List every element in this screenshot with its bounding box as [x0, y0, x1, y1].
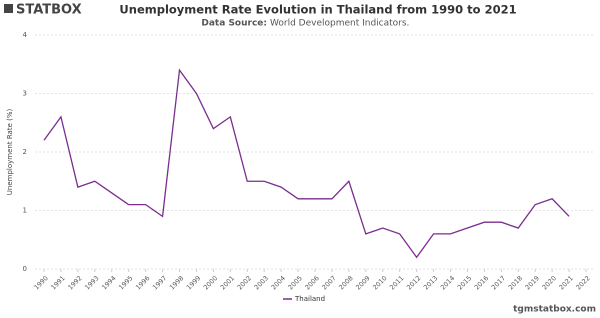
data-line: [43, 68, 570, 259]
x-tick-label: 2002: [236, 274, 253, 291]
x-tick-label: 2008: [337, 274, 354, 291]
y-axis-label: Unemployment Rate (%): [6, 109, 14, 196]
legend-label: Thailand: [294, 295, 325, 303]
logo-icon: [4, 4, 13, 13]
chart-title: Unemployment Rate Evolution in Thailand …: [119, 3, 516, 17]
x-tick-label: 2018: [507, 274, 524, 291]
x-tick-label: 1992: [66, 274, 83, 291]
x-tick-label: 2012: [405, 274, 422, 291]
subtitle: World Development Indicators.: [270, 19, 409, 29]
x-tick-label: 2015: [456, 274, 473, 291]
x-tick-label: 2005: [287, 274, 304, 291]
x-tick-label: 2020: [541, 274, 558, 291]
x-tick-label: 2001: [219, 274, 236, 291]
x-tick-label: 2022: [574, 274, 591, 291]
footer: tgmstatbox.com: [513, 305, 596, 315]
x-tick-label: 2017: [490, 274, 507, 291]
x-tick-label: 2010: [371, 274, 388, 291]
x-tick-label: 2009: [354, 274, 371, 291]
x-tick-label: 2003: [253, 274, 270, 291]
x-tick-label: 2016: [473, 274, 490, 291]
x-tick-label: 1995: [117, 274, 134, 291]
y-tick-label: 1: [23, 207, 27, 215]
x-tick-label: 1994: [100, 274, 117, 291]
x-tick-label: 1990: [32, 274, 49, 291]
subtitle-label: Data Source:: [201, 19, 267, 29]
x-tick-label: 1993: [83, 274, 100, 291]
x-tick-label: 2000: [202, 274, 219, 291]
x-tick-label: 2013: [422, 274, 439, 291]
x-tick-label: 2006: [303, 274, 320, 291]
x-tick-label: 2007: [320, 274, 337, 291]
x-tick-label: 1999: [185, 274, 202, 291]
x-tick-label: 1996: [134, 274, 151, 291]
x-tick-label: 2014: [439, 274, 456, 291]
x-tick-label: 1991: [49, 274, 66, 291]
x-tick-label: 1998: [168, 274, 185, 291]
x-tick-label: 2011: [388, 274, 405, 291]
y-tick-label: 4: [23, 31, 28, 39]
logo: STATBOX: [16, 3, 82, 18]
y-tick-label: 0: [23, 265, 27, 273]
y-tick-label: 2: [23, 148, 27, 156]
x-tick-label: 2004: [270, 274, 287, 291]
x-tick-label: 2021: [558, 274, 575, 291]
x-tick-label: 2019: [524, 274, 541, 291]
y-tick-label: 3: [23, 90, 27, 98]
x-tick-label: 1997: [151, 274, 168, 291]
